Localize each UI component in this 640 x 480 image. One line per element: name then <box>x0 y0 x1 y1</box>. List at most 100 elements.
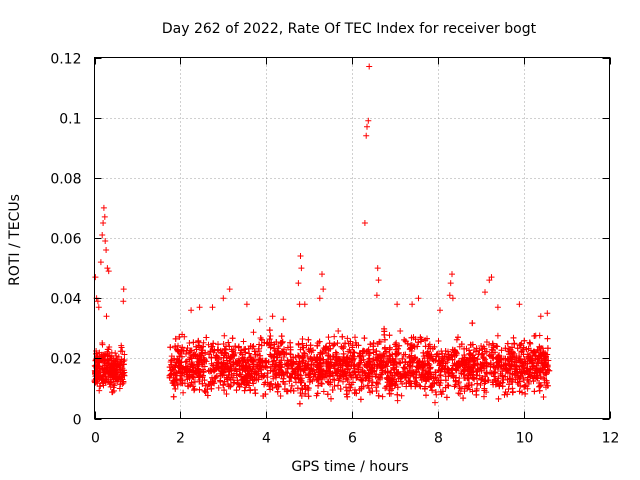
data-point <box>277 393 284 399</box>
data-point <box>526 353 533 360</box>
data-point <box>241 387 248 394</box>
data-point <box>202 357 208 364</box>
data-point <box>227 376 234 383</box>
data-point <box>97 259 104 266</box>
data-point <box>313 354 320 361</box>
x-tick-label: 6 <box>348 431 357 447</box>
data-point <box>240 377 247 384</box>
data-point <box>267 386 274 393</box>
data-point <box>201 377 208 384</box>
data-point <box>341 368 348 375</box>
data-point <box>235 343 242 350</box>
data-point <box>311 371 318 378</box>
data-point <box>356 372 363 379</box>
data-point <box>544 335 551 342</box>
data-point <box>113 353 120 359</box>
data-point <box>381 336 388 343</box>
data-point <box>507 355 514 362</box>
data-point <box>530 378 537 385</box>
data-point <box>294 385 301 392</box>
data-point <box>389 355 396 362</box>
data-point <box>501 391 508 398</box>
data-point <box>340 378 346 385</box>
data-point <box>226 286 233 293</box>
data-point <box>207 348 214 355</box>
data-point <box>543 371 550 378</box>
data-point <box>427 353 434 360</box>
data-point <box>220 381 227 388</box>
data-point <box>234 380 241 387</box>
data-point <box>196 353 203 360</box>
data-point <box>368 382 375 389</box>
data-point <box>336 358 343 365</box>
data-point <box>534 356 541 363</box>
data-point <box>492 369 499 376</box>
data-point <box>193 343 199 350</box>
data-point <box>423 392 429 399</box>
data-point <box>374 354 381 361</box>
data-point <box>275 383 282 390</box>
data-point <box>325 334 332 341</box>
data-point <box>508 378 515 385</box>
y-tick-label: 0.1 <box>59 112 81 128</box>
data-point <box>246 363 253 370</box>
data-point <box>300 344 307 351</box>
x-tick-label: 10 <box>516 431 534 447</box>
data-point <box>99 232 106 238</box>
data-point <box>437 377 444 384</box>
data-point <box>544 382 551 389</box>
data-point <box>399 355 406 362</box>
data-point <box>249 373 255 380</box>
data-point <box>505 348 512 355</box>
data-point <box>446 292 453 299</box>
data-point <box>102 362 109 369</box>
data-point <box>361 335 368 342</box>
data-point <box>349 357 356 364</box>
data-point <box>308 362 315 368</box>
data-point <box>473 372 480 379</box>
data-point <box>436 358 443 365</box>
data-point <box>483 339 490 345</box>
data-point <box>527 373 533 380</box>
data-point <box>340 354 347 360</box>
data-point <box>488 274 495 281</box>
data-point <box>376 338 383 345</box>
y-tick-label: 0.12 <box>50 52 81 68</box>
data-point <box>297 253 304 259</box>
data-point <box>360 356 367 363</box>
data-point <box>318 380 325 387</box>
data-point <box>166 364 173 371</box>
data-point <box>382 344 388 351</box>
data-point <box>242 384 249 391</box>
data-point <box>365 346 372 353</box>
x-tick-label: 4 <box>262 431 271 447</box>
data-point <box>231 379 238 386</box>
data-point <box>109 389 116 396</box>
data-point <box>299 359 306 365</box>
data-point <box>441 368 448 375</box>
data-point <box>172 362 179 369</box>
data-point <box>270 373 276 380</box>
data-point <box>349 342 356 349</box>
data-point <box>400 364 407 371</box>
data-point <box>262 379 269 386</box>
data-point <box>417 383 424 390</box>
data-point <box>402 351 409 358</box>
data-point <box>177 349 184 356</box>
data-point <box>366 63 373 70</box>
data-point <box>498 347 505 354</box>
data-point <box>324 378 331 385</box>
data-point <box>477 365 484 372</box>
data-point <box>94 367 101 374</box>
data-point <box>401 374 408 381</box>
data-point <box>443 394 450 401</box>
data-point <box>503 366 510 373</box>
data-point <box>345 366 352 373</box>
data-point <box>255 345 262 352</box>
data-point <box>361 220 368 226</box>
data-point <box>542 366 549 373</box>
data-point <box>537 313 544 320</box>
data-point <box>401 336 408 343</box>
data-point <box>228 366 235 372</box>
data-point <box>334 368 341 375</box>
